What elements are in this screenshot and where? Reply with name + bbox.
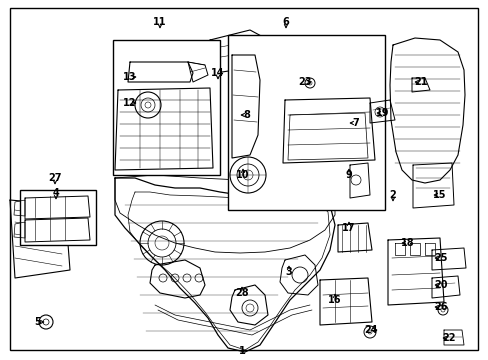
- Text: 4: 4: [53, 188, 59, 198]
- Text: 5: 5: [35, 317, 41, 327]
- Text: 11: 11: [153, 17, 166, 27]
- Bar: [113, 40, 220, 175]
- Text: 21: 21: [413, 77, 427, 87]
- Text: 3: 3: [285, 267, 292, 277]
- Bar: [20, 190, 96, 245]
- Text: 18: 18: [400, 238, 414, 248]
- Bar: [227, 35, 384, 210]
- Text: 27: 27: [48, 173, 61, 183]
- Text: 7: 7: [352, 118, 359, 128]
- Text: 15: 15: [432, 190, 446, 200]
- Text: 10: 10: [236, 170, 249, 180]
- Text: 22: 22: [441, 333, 455, 343]
- Text: 1: 1: [238, 346, 245, 356]
- Text: 12: 12: [123, 98, 137, 108]
- Text: 20: 20: [433, 280, 447, 290]
- Text: 28: 28: [235, 288, 248, 298]
- Text: 16: 16: [327, 295, 341, 305]
- Text: 14: 14: [211, 68, 224, 78]
- Text: 25: 25: [433, 253, 447, 263]
- Text: 26: 26: [433, 302, 447, 312]
- Text: 2: 2: [389, 190, 396, 200]
- Text: 19: 19: [375, 108, 389, 118]
- Text: 8: 8: [243, 110, 250, 120]
- Text: 23: 23: [298, 77, 311, 87]
- Text: 24: 24: [364, 325, 377, 335]
- Text: 6: 6: [282, 17, 289, 27]
- Text: 17: 17: [342, 223, 355, 233]
- Text: 9: 9: [345, 170, 352, 180]
- Text: 13: 13: [123, 72, 137, 82]
